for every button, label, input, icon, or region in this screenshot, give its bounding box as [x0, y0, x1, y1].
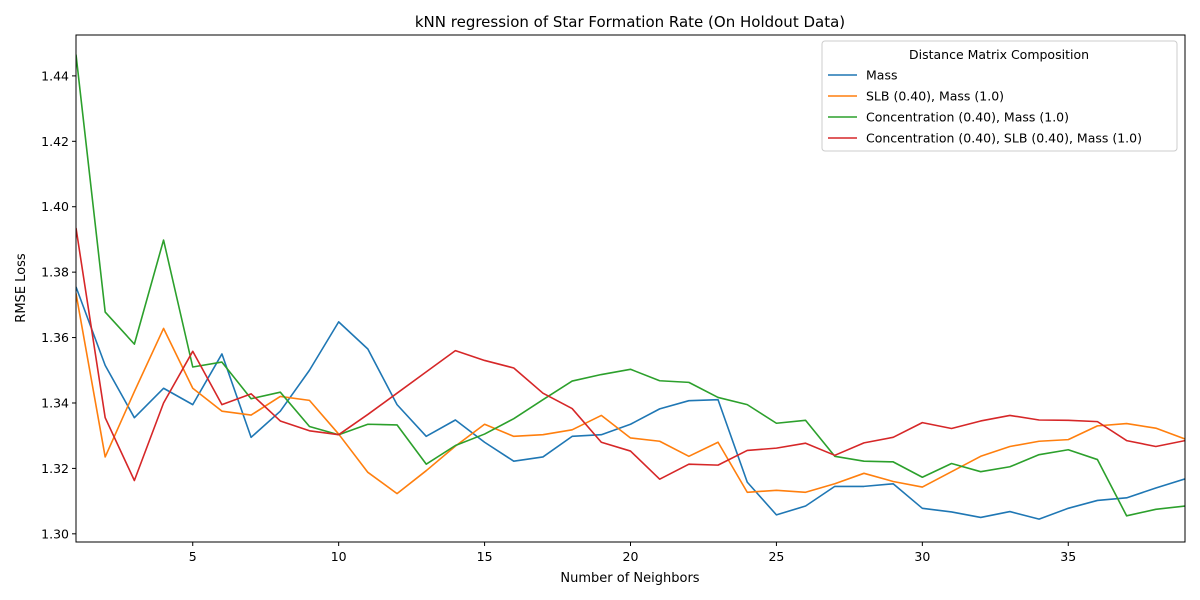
series-line-2 [76, 293, 1185, 495]
x-tick-label: 15 [477, 549, 493, 564]
series-line-1 [76, 286, 1185, 520]
y-axis: 1.30 1.32 1.34 1.36 1.38 1.40 1.42 1.44 [41, 68, 76, 541]
legend-entries: Mass SLB (0.40), Mass (1.0) Concentration … [828, 68, 1142, 146]
y-tick-label: 1.32 [41, 461, 69, 476]
y-tick-label: 1.36 [41, 330, 69, 345]
y-axis-label: RMSE Loss [14, 253, 29, 323]
x-tick-label: 30 [914, 549, 930, 564]
y-tick-label: 1.42 [41, 134, 69, 149]
y-tick-label: 1.38 [41, 265, 69, 280]
legend-label-2: SLB (0.40), Mass (1.0) [866, 89, 1004, 104]
legend-label-3: Concentration (0.40), Mass (1.0) [866, 110, 1069, 125]
legend-label-4: Concentration (0.40), SLB (0.40), Mass (… [866, 131, 1142, 146]
legend-title: Distance Matrix Composition [909, 47, 1089, 62]
x-tick-label: 20 [623, 549, 639, 564]
legend: Distance Matrix Composition Mass SLB (0.4… [821, 40, 1178, 152]
x-tick-label: 5 [189, 549, 197, 564]
legend-label-1: Mass [866, 68, 897, 83]
y-tick-label: 1.40 [41, 199, 69, 214]
x-tick-label: 10 [331, 549, 347, 564]
plot-area [75, 34, 1186, 543]
y-tick-label: 1.44 [41, 68, 69, 83]
y-tick-label: 1.34 [41, 395, 69, 410]
y-tick-label: 1.30 [41, 526, 69, 541]
x-axis-label: Number of Neighbors [560, 571, 699, 586]
series-line-3 [76, 54, 1185, 517]
legend-frame [821, 40, 1178, 152]
series-group [76, 54, 1185, 520]
chart-title: kNN regression of Star Formation Rate (O… [415, 13, 845, 31]
x-axis: 5 10 15 20 25 30 35 [189, 542, 1076, 564]
x-tick-label: 25 [768, 549, 784, 564]
series-line-4 [76, 227, 1185, 482]
x-tick-label: 35 [1060, 549, 1076, 564]
